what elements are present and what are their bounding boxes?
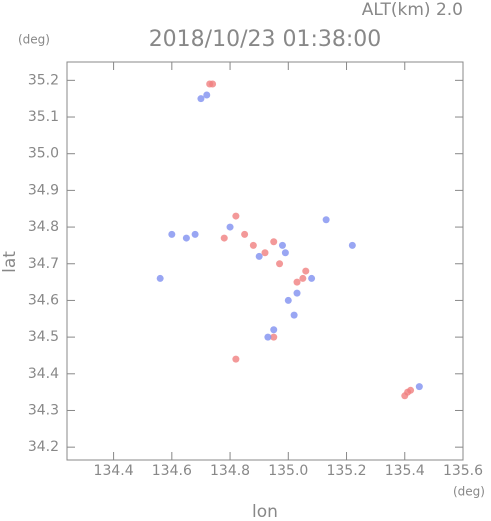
echo-point <box>264 333 272 341</box>
x-unit: (deg) <box>453 485 485 499</box>
echo-point <box>206 80 214 88</box>
echo-point <box>348 241 356 249</box>
y-tick-label: 34.5 <box>28 329 59 345</box>
y-tick-label: 34.7 <box>28 256 59 272</box>
echo-point <box>197 95 205 103</box>
echo-point <box>255 252 263 260</box>
echo-point <box>270 326 278 334</box>
echo-point <box>203 91 211 99</box>
echo-point <box>220 234 228 242</box>
altitude-label: ALT(km) 2.0 <box>362 0 463 20</box>
y-tick-label: 34.2 <box>28 439 59 455</box>
echo-point <box>241 230 249 238</box>
echo-point <box>281 249 289 257</box>
x-tick-label: 135.6 <box>443 463 483 479</box>
echo-point <box>270 333 278 341</box>
plot-frame <box>66 61 464 461</box>
y-tick-label: 35.1 <box>28 109 59 125</box>
y-tick-label: 35.0 <box>28 146 59 162</box>
echo-point <box>182 234 190 242</box>
echo-point <box>407 386 415 394</box>
echo-point <box>293 278 301 286</box>
echo-point <box>156 274 164 282</box>
echo-point <box>302 267 310 275</box>
y-tick-label: 34.3 <box>28 402 59 418</box>
echo-point <box>232 212 240 220</box>
echo-point <box>293 289 301 297</box>
echo-point <box>249 241 257 249</box>
echo-point <box>284 296 292 304</box>
echo-point <box>276 260 284 268</box>
echo-point <box>270 238 278 246</box>
echo-point <box>232 355 240 363</box>
x-axis-label: lon <box>252 502 278 521</box>
y-tick-label: 34.9 <box>28 182 59 198</box>
x-tick-label: 135.2 <box>326 463 366 479</box>
echo-point <box>308 274 316 282</box>
x-tick-label: 134.8 <box>210 463 250 479</box>
x-tick-label: 134.4 <box>94 463 134 479</box>
echo-point <box>226 223 234 231</box>
y-unit: (deg) <box>18 33 50 47</box>
echo-point <box>415 383 423 391</box>
x-tick-label: 134.6 <box>152 463 192 479</box>
echo-point <box>299 274 307 282</box>
y-tick-label: 35.2 <box>28 72 59 88</box>
echo-point <box>290 311 298 319</box>
y-axis-label: lat <box>0 251 20 273</box>
echo-point <box>322 216 330 224</box>
echo-point <box>191 230 199 238</box>
x-tick-label: 135.4 <box>385 463 425 479</box>
x-tick-label: 135.0 <box>268 463 308 479</box>
echo-point <box>278 241 286 249</box>
y-tick-label: 34.8 <box>28 219 59 235</box>
echo-point <box>168 230 176 238</box>
echo-point <box>261 249 269 257</box>
y-tick-label: 34.4 <box>28 366 59 382</box>
chart-title: 2018/10/23 01:38:00 <box>149 27 382 52</box>
y-tick-label: 34.6 <box>28 292 59 308</box>
